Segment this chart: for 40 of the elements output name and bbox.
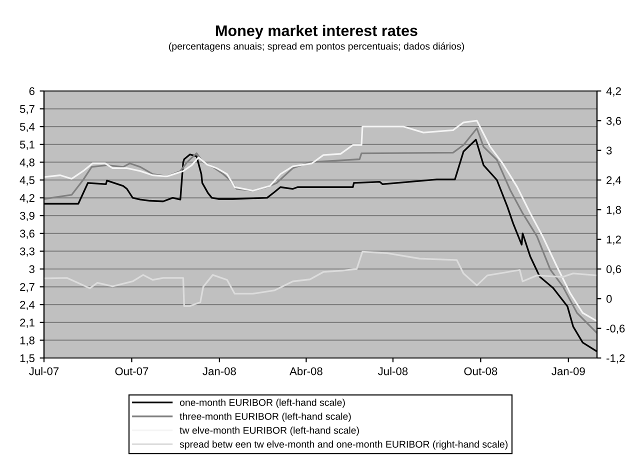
y2-tick-label: -1,2 xyxy=(606,354,625,364)
y-tick-label: 1,5 xyxy=(20,354,35,364)
y-tick-label: 3,9 xyxy=(20,212,34,222)
y2-tick-label: 3 xyxy=(606,146,612,154)
y-tick-label: 5,1 xyxy=(20,140,34,150)
y-tick-label: 3,6 xyxy=(20,230,34,239)
y-tick-label: 2,1 xyxy=(20,318,34,328)
x-tick-label: Jul-08 xyxy=(378,367,408,376)
y2-tick-label: 0,6 xyxy=(606,265,621,274)
y-tick-label: 5,7 xyxy=(20,105,34,114)
line-series xyxy=(44,250,597,307)
x-tick-label: Jan-09 xyxy=(552,367,585,376)
x-tick-label: Jul-07 xyxy=(29,367,59,376)
y2-tick-label: 2,4 xyxy=(606,176,622,186)
y2-tick-label: -0,6 xyxy=(606,324,625,334)
y-tick-label: 4,5 xyxy=(20,176,35,186)
y-tick-label: 2,4 xyxy=(20,300,35,310)
y-tick-label: 3 xyxy=(29,265,34,274)
y-tick-label: 4,8 xyxy=(20,158,34,168)
y-tick-label: 4,2 xyxy=(20,194,34,204)
y-tick-label: 5,4 xyxy=(20,122,35,132)
y-tick-label: 2,7 xyxy=(20,283,34,292)
y-tick-label: 1,8 xyxy=(20,336,34,346)
y-tick-label: 6 xyxy=(29,87,34,96)
x-tick-label: Out-08 xyxy=(464,367,498,376)
legend-label: spread betw een tw elve-month and one-month EURIBOR (right-hand scale) xyxy=(180,440,508,450)
x-tick-label: Out-07 xyxy=(115,367,148,376)
y2-tick-label: 3,6 xyxy=(606,116,621,126)
y2-tick-label: 1,2 xyxy=(606,236,621,245)
legend-label: one-month EURIBOR (left-hand scale) xyxy=(180,398,345,408)
y2-tick-label: 1,8 xyxy=(606,206,621,216)
legend-label: three-month EURIBOR (left-hand scale) xyxy=(180,412,351,422)
x-tick-label: Jan-08 xyxy=(202,367,236,376)
y2-tick-label: 4,2 xyxy=(606,87,621,96)
x-tick-label: Abr-08 xyxy=(290,367,322,376)
y2-tick-label: 0 xyxy=(606,294,612,303)
chart-subtitle: (percentagens anuais; spread em pontos percentuais; dados diários) xyxy=(169,42,464,52)
legend-label: tw elve-month EURIBOR (left-hand scale) xyxy=(180,426,359,436)
y-tick-label: 3,3 xyxy=(20,247,34,257)
chart-title: Money market interest rates xyxy=(216,24,418,40)
